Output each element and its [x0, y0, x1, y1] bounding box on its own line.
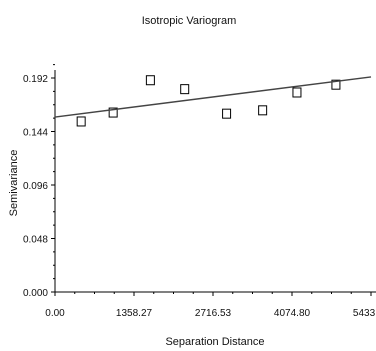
data-point: [331, 79, 341, 90]
x-tick-label: 1358.27: [116, 308, 153, 319]
data-point: [108, 107, 118, 118]
data-point: [292, 87, 302, 98]
x-tick-label: 0.00: [45, 308, 65, 319]
x-axis-label: Separation Distance: [165, 336, 264, 348]
data-point: [180, 84, 190, 95]
y-axis-label: Semivariance: [8, 150, 20, 217]
y-tick-label: 0.000: [23, 288, 48, 299]
data-point: [76, 116, 86, 127]
y-tick-label: 0.096: [23, 181, 48, 192]
x-tick-label: 4074.80: [274, 308, 311, 319]
data-point: [222, 108, 232, 119]
y-tick-label: 0.144: [23, 128, 48, 139]
chart-title: Isotropic Variogram: [142, 15, 237, 27]
x-tick-label: 5433.06: [353, 308, 376, 319]
y-tick-label: 0.192: [23, 74, 48, 85]
data-point: [145, 75, 155, 86]
y-tick-label: 0.048: [23, 235, 48, 246]
data-point: [258, 105, 268, 116]
plot-area: 0.000 0.048 0.096 0.144 0.192 0.00 1358.27 2716…: [23, 64, 376, 319]
variogram-model-line: [54, 76, 372, 118]
x-tick-label: 2716.53: [195, 308, 232, 319]
